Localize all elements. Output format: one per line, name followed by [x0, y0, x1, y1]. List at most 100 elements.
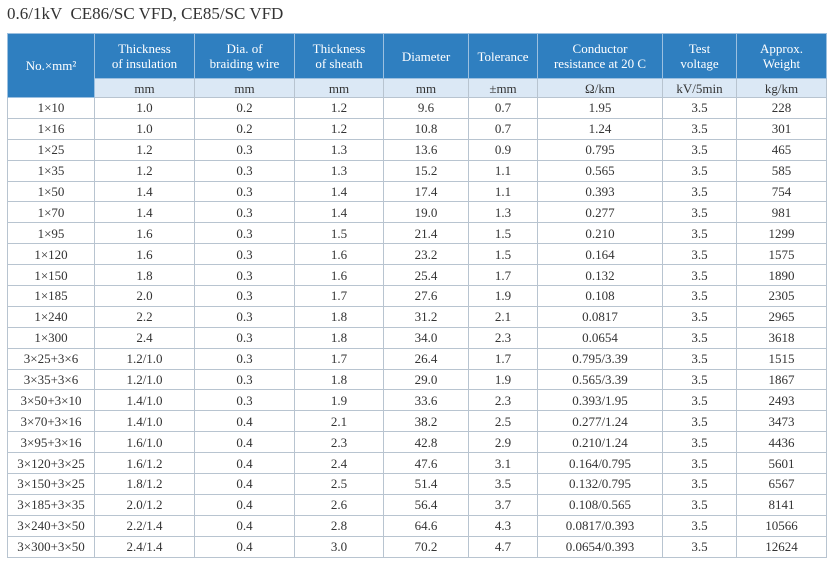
cell: 0.4	[194, 410, 295, 433]
cell: 3.5	[662, 305, 737, 328]
cell: 3.5	[662, 389, 737, 412]
cell: 3×185+3×35	[7, 493, 95, 516]
cell: 0.3	[194, 305, 295, 328]
data-row: 3×185+3×35 2.0/1.2 0.4 2.6 56.4 3.7 0.108/0.56…	[7, 493, 827, 516]
cell: 1×10	[7, 97, 95, 119]
cell: 42.8	[383, 431, 469, 454]
cell: 1×50	[7, 180, 95, 203]
cell: 3×150+3×25	[7, 473, 95, 495]
cell: 0.277	[537, 201, 663, 224]
cell: 1.6	[94, 222, 195, 245]
cell: 5601	[736, 452, 827, 475]
cell: 1.7	[468, 347, 538, 370]
cell: 3.5	[662, 535, 737, 558]
cell: 47.6	[383, 452, 469, 475]
cell: 1.8	[294, 326, 384, 349]
column-header: Diameter	[383, 33, 469, 79]
cell: 0.4	[194, 473, 295, 495]
cell: 1.4	[94, 201, 195, 224]
cell: 0.4	[194, 514, 295, 537]
cell: 2.2/1.4	[94, 514, 195, 537]
cell: 1.0	[94, 97, 195, 119]
cell: 0.565/3.39	[537, 368, 663, 391]
column-header: Tolerance	[468, 33, 538, 79]
cell: 25.4	[383, 264, 469, 287]
cell: 3.1	[468, 452, 538, 475]
cell: 4.7	[468, 535, 538, 558]
unit-cell: Ω/km	[537, 78, 663, 98]
cell: 1.2	[94, 138, 195, 161]
cell: 1.3	[294, 138, 384, 161]
cell: 0.0654	[537, 326, 663, 349]
cell: 0.3	[194, 222, 295, 245]
header-row: No.×mm² Thickness of insulation Dia. of br…	[7, 33, 827, 98]
cell: 0.132/0.795	[537, 473, 663, 495]
cell: 2305	[736, 285, 827, 307]
cell: 3.5	[662, 201, 737, 224]
data-row: 3×120+3×25 1.6/1.2 0.4 2.4 47.6 3.1 0.164/0.79…	[7, 452, 827, 475]
cell: 3.5	[662, 452, 737, 475]
cell: 33.6	[383, 389, 469, 412]
cell: 1.0	[94, 117, 195, 140]
cell: 0.277/1.24	[537, 410, 663, 433]
cell: 34.0	[383, 326, 469, 349]
cell: 56.4	[383, 493, 469, 516]
unit-cell: kV/5min	[662, 78, 737, 98]
cell: 585	[736, 159, 827, 182]
data-row: 1×240 2.2 0.3 1.8 31.2 2.1 0.0817 3.5 2965	[7, 305, 827, 328]
cell: 6567	[736, 473, 827, 495]
cell: 1.2/1.0	[94, 368, 195, 391]
unit-cell: mm	[383, 78, 469, 98]
cell: 0.3	[194, 347, 295, 370]
data-row: 1×120 1.6 0.3 1.6 23.2 1.5 0.164 3.5 1575	[7, 243, 827, 266]
cell: 26.4	[383, 347, 469, 370]
cell: 1.5	[294, 222, 384, 245]
cell: 1575	[736, 243, 827, 266]
cell: 1×35	[7, 159, 95, 182]
cell: 465	[736, 138, 827, 161]
cell: 1.1	[468, 180, 538, 203]
cell: 0.3	[194, 243, 295, 266]
cell: 1.7	[468, 264, 538, 287]
cell: 12624	[736, 535, 827, 558]
cell: 0.3	[194, 326, 295, 349]
unit-cell: mm	[194, 78, 295, 98]
cell: 1.7	[294, 285, 384, 307]
cell: 1.95	[537, 97, 663, 119]
cell: 1515	[736, 347, 827, 370]
cell: 1.9	[468, 368, 538, 391]
cell: 0.2	[194, 117, 295, 140]
data-row: 3×95+3×16 1.6/1.0 0.4 2.3 42.8 2.9 0.210/1.24 3…	[7, 431, 827, 454]
data-row: 1×16 1.0 0.2 1.2 10.8 0.7 1.24 3.5 301	[7, 117, 827, 140]
data-row: 3×150+3×25 1.8/1.2 0.4 2.5 51.4 3.5 0.132/0.79…	[7, 473, 827, 495]
cell: 0.164	[537, 243, 663, 266]
cell: 1.6	[94, 243, 195, 266]
data-row: 3×25+3×6 1.2/1.0 0.3 1.7 26.4 1.7 0.795/3.39 3.…	[7, 347, 827, 370]
data-row: 1×25 1.2 0.3 1.3 13.6 0.9 0.795 3.5 465	[7, 138, 827, 161]
cell: 1.3	[294, 159, 384, 182]
data-row: 1×35 1.2 0.3 1.3 15.2 1.1 0.565 3.5 585	[7, 159, 827, 182]
cell: 2.3	[468, 326, 538, 349]
cell: 1×25	[7, 138, 95, 161]
cell: 3×240+3×50	[7, 514, 95, 537]
cell: 1.4/1.0	[94, 410, 195, 433]
data-row: 1×150 1.8 0.3 1.6 25.4 1.7 0.132 3.5 1890	[7, 264, 827, 287]
cell: 2.1	[468, 305, 538, 328]
data-row: 1×300 2.4 0.3 1.8 34.0 2.3 0.0654 3.5 3618	[7, 326, 827, 349]
data-row: 1×10 1.0 0.2 1.2 9.6 0.7 1.95 3.5 228	[7, 97, 827, 119]
cell: 3×120+3×25	[7, 452, 95, 475]
data-row: 1×185 2.0 0.3 1.7 27.6 1.9 0.108 3.5 2305	[7, 285, 827, 307]
cell: 1×70	[7, 201, 95, 224]
cell: 1.2	[294, 97, 384, 119]
spec-table: No.×mm² Thickness of insulation Dia. of br…	[7, 33, 827, 558]
cell: 3.5	[662, 117, 737, 140]
cell: 3.5	[662, 222, 737, 245]
cell: 1.8	[94, 264, 195, 287]
cell: 1.5	[468, 222, 538, 245]
cell: 1×120	[7, 243, 95, 266]
cell: 19.0	[383, 201, 469, 224]
cell: 4.3	[468, 514, 538, 537]
cell: 2.0	[94, 285, 195, 307]
cell: 31.2	[383, 305, 469, 328]
cell: 3.5	[662, 493, 737, 516]
